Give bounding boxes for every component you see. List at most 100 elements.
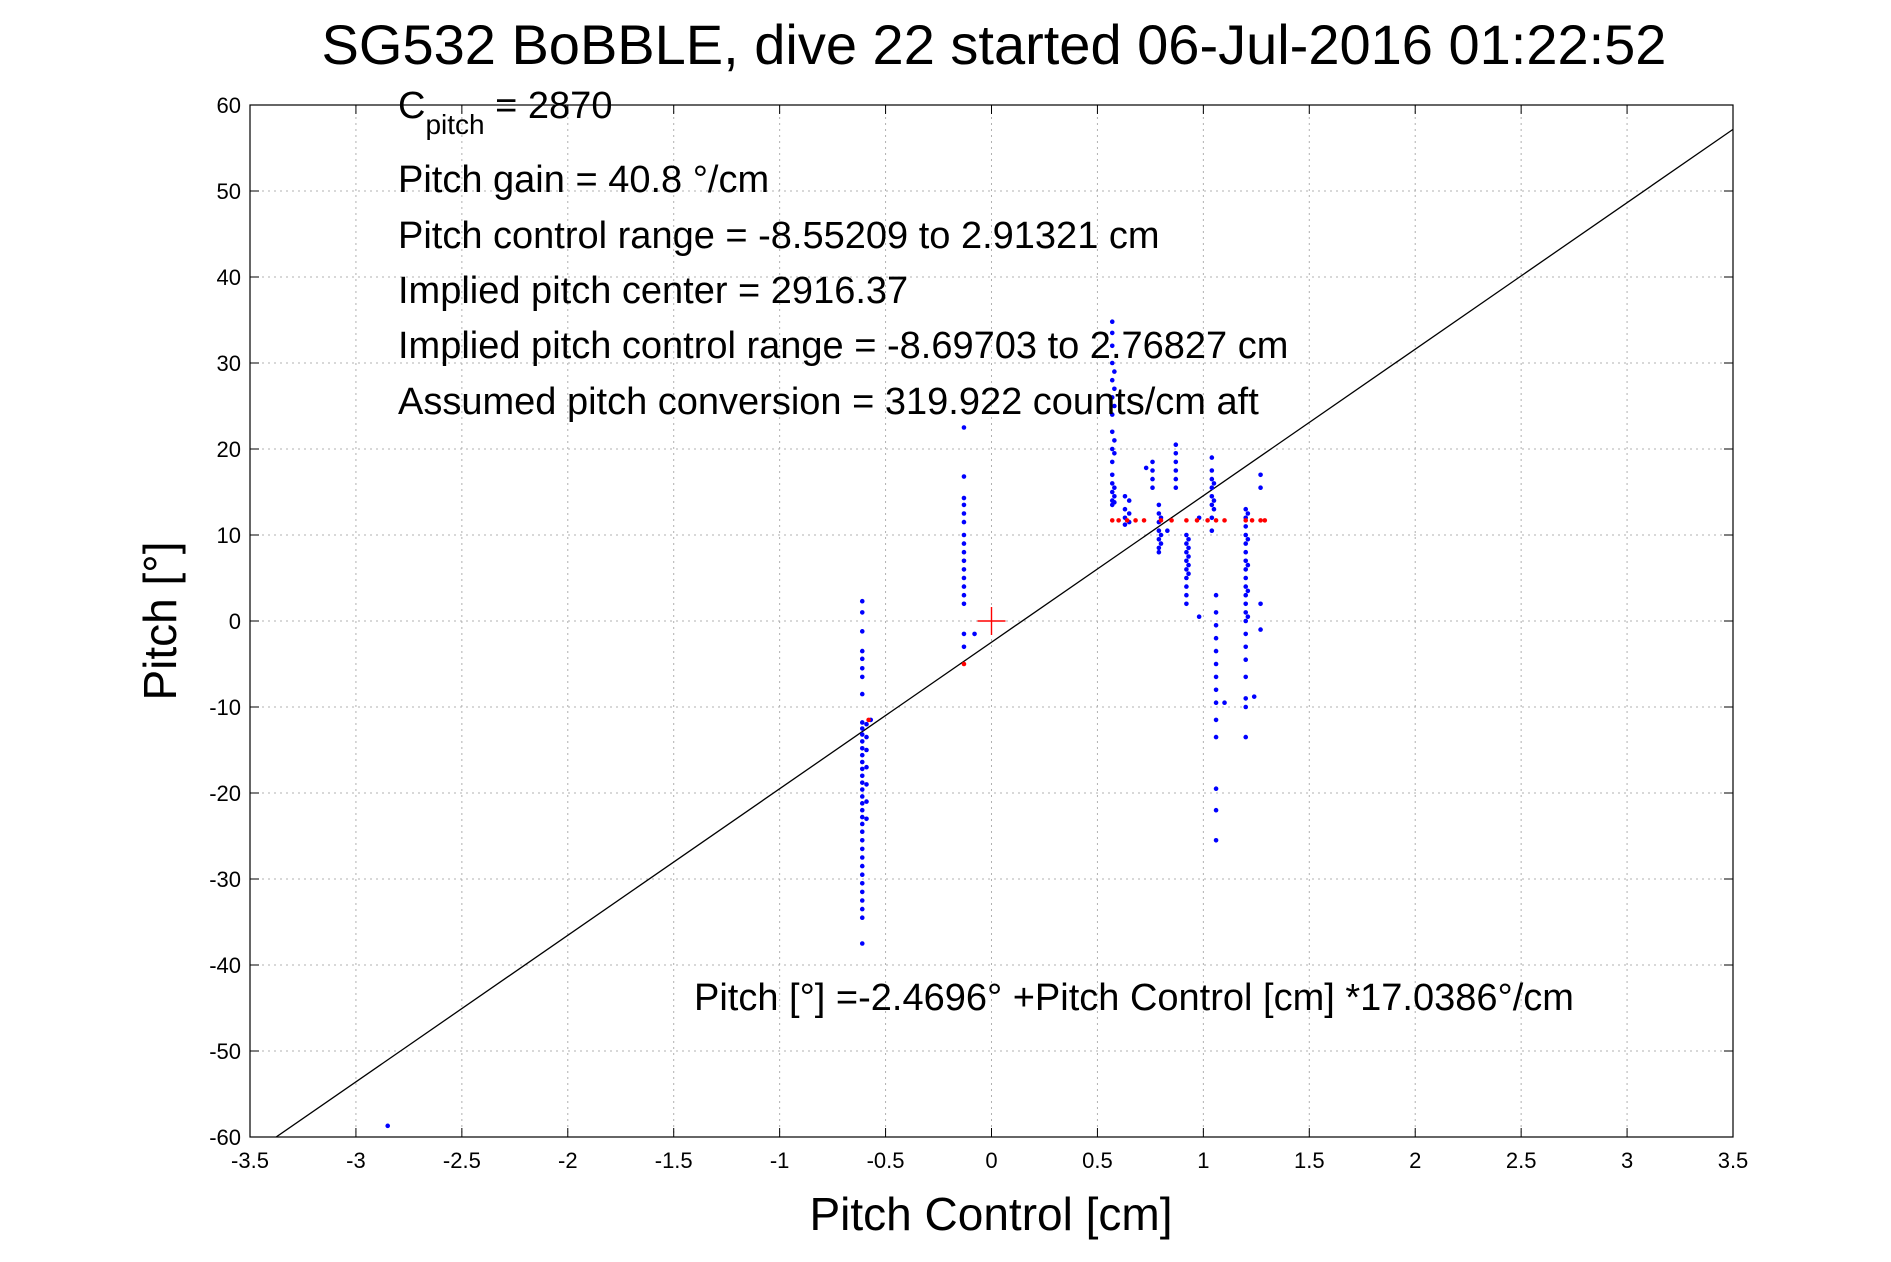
data-point (1209, 476, 1215, 482)
data-point (1245, 511, 1251, 516)
data-point (961, 601, 967, 607)
data-point (1133, 518, 1138, 523)
data-point (1243, 631, 1249, 637)
y-tick-label: 20 (217, 437, 241, 462)
data-point (1209, 468, 1215, 473)
data-point (1184, 532, 1189, 538)
data-point (1184, 601, 1189, 607)
data-point (1262, 518, 1268, 523)
data-point (1213, 674, 1219, 680)
data-point (1213, 592, 1219, 598)
data-point (1112, 386, 1117, 392)
data-point (864, 816, 869, 822)
fit-line-layer (275, 128, 1733, 1137)
x-tick-label: -3.5 (231, 1148, 269, 1173)
data-points (385, 319, 1268, 1129)
x-tick-label: -2 (558, 1148, 578, 1173)
data-point (864, 782, 869, 787)
fit-line (275, 128, 1733, 1137)
x-tick-label: 3 (1621, 1148, 1633, 1173)
data-point (961, 541, 967, 546)
data-point (961, 549, 967, 555)
data-point (1184, 567, 1189, 572)
data-point (859, 610, 865, 615)
data-point (1243, 657, 1249, 662)
x-tick-label: 1.5 (1294, 1148, 1325, 1173)
x-axis-label: Pitch Control [cm] (810, 1188, 1173, 1240)
data-point (1249, 518, 1255, 523)
data-point (866, 717, 871, 723)
data-point (1184, 518, 1189, 523)
data-point (1112, 500, 1117, 505)
axis-ticks: -3.5 -3 -2.5 -2 -1.5 -1 -0.5 0 0.5 1 1.5 2 2.5 3 3.5 -6… (209, 93, 1748, 1173)
data-point (859, 598, 865, 604)
data-point (1109, 343, 1115, 349)
data-point (1156, 545, 1162, 551)
data-point (1184, 584, 1189, 589)
data-point (859, 773, 865, 779)
data-point (1243, 601, 1249, 607)
data-point (1112, 485, 1117, 491)
data-point (859, 766, 865, 772)
data-point (859, 814, 865, 820)
data-point (1209, 455, 1215, 460)
data-point (1213, 807, 1219, 813)
data-point (1109, 319, 1115, 325)
data-point (864, 799, 869, 804)
data-point (1211, 481, 1217, 486)
x-tick-label: 2.5 (1506, 1148, 1537, 1173)
x-tick-label: -1.5 (655, 1148, 693, 1173)
data-point (1156, 537, 1162, 542)
data-point (859, 941, 865, 946)
data-point (1143, 465, 1149, 471)
data-point (859, 846, 865, 852)
data-point (1258, 627, 1263, 632)
x-tick-label: 2 (1409, 1148, 1421, 1173)
data-point (1213, 734, 1219, 740)
data-point (961, 425, 967, 430)
data-point (1186, 562, 1191, 568)
c-pitch-symbol: C (398, 85, 425, 127)
data-point (1213, 687, 1219, 693)
data-series (385, 319, 1263, 1129)
data-point (961, 502, 967, 508)
y-tick-label: 40 (217, 265, 241, 290)
data-point (1243, 558, 1249, 564)
data-point (1243, 549, 1249, 555)
y-tick-label: 50 (217, 179, 241, 204)
y-axis-label: Pitch [°] (134, 541, 186, 700)
y-tick-label: -60 (209, 1125, 241, 1150)
data-point (1126, 498, 1132, 503)
x-tick-label: -0.5 (867, 1148, 905, 1173)
data-point (859, 739, 865, 744)
data-point (1258, 472, 1263, 478)
data-point (1186, 537, 1191, 542)
data-point (1243, 610, 1249, 615)
data-point (1258, 485, 1263, 491)
data-point (1158, 518, 1164, 523)
y-tick-label: -30 (209, 867, 241, 892)
data-point (1141, 518, 1147, 523)
data-point (1112, 369, 1117, 374)
data-point (1173, 451, 1179, 456)
data-point (1243, 644, 1249, 650)
data-point (859, 780, 865, 785)
data-point (1173, 468, 1179, 473)
data-point (1213, 661, 1219, 667)
x-tick-label: 0.5 (1082, 1148, 1113, 1173)
center-marker (977, 607, 1006, 635)
data-point (1213, 838, 1219, 843)
data-point (1213, 786, 1219, 791)
data-point (1150, 468, 1155, 473)
data-point (859, 838, 865, 843)
data-point (859, 745, 865, 751)
x-tick-label: -3 (346, 1148, 366, 1173)
c-pitch-value: = 2870 (485, 85, 613, 127)
chart-title: SG532 BoBBLE, dive 22 started 06-Jul-201… (322, 13, 1667, 76)
data-point (1243, 532, 1249, 538)
data-point (961, 558, 967, 564)
data-point (961, 592, 967, 598)
data-point (859, 872, 865, 877)
data-point (1243, 734, 1249, 740)
data-point (961, 661, 967, 667)
